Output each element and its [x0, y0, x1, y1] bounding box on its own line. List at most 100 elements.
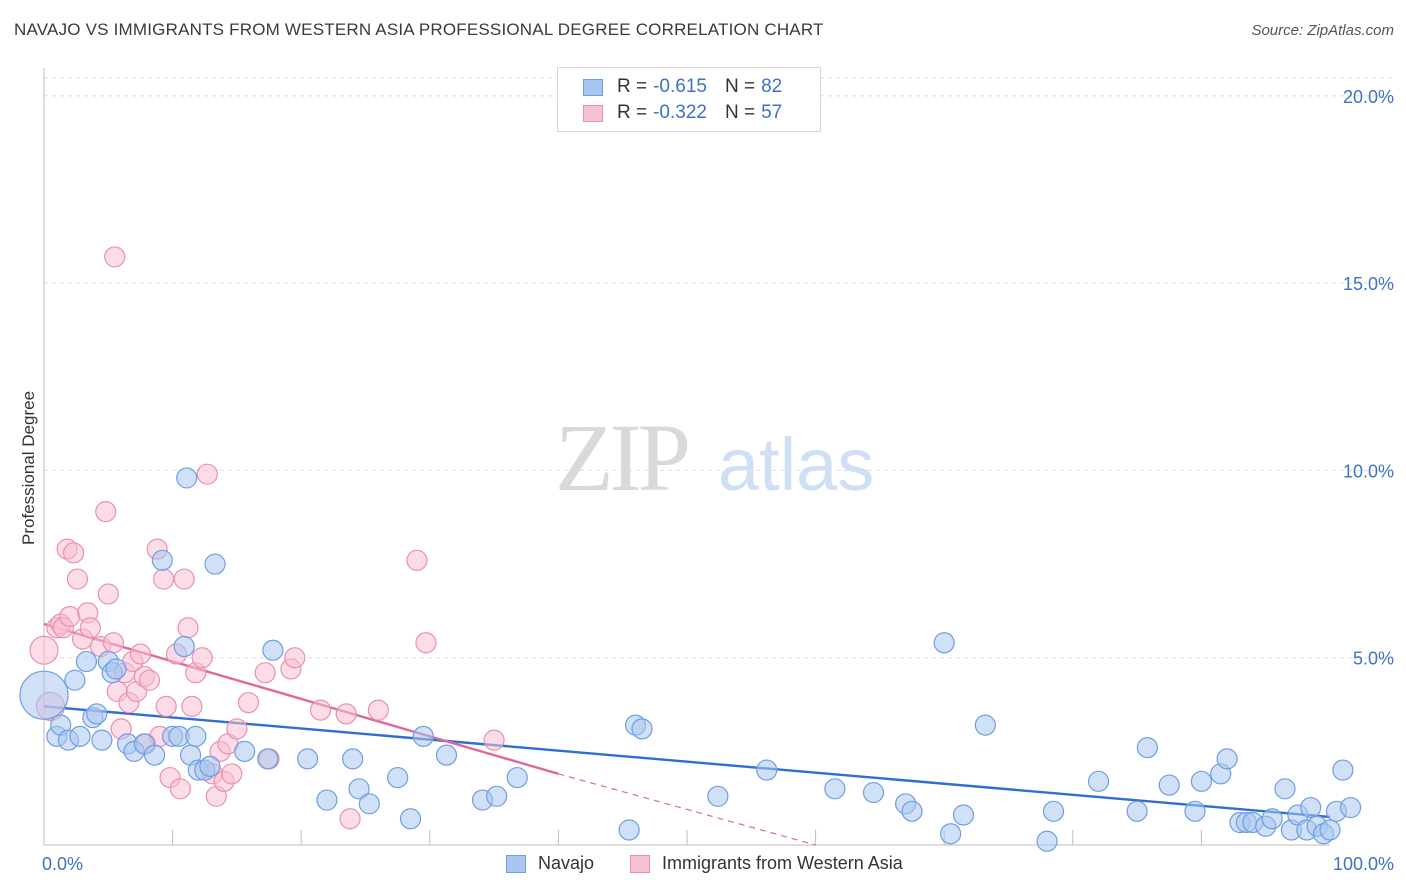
bottom-legend-swatch-navajo [506, 854, 526, 873]
western-asia-point [196, 463, 218, 485]
x-tick-label: 0.0% [42, 854, 83, 874]
navajo-point [399, 808, 422, 830]
legend-row-navajo: R = -0.615 N = 82 [583, 75, 782, 99]
navajo-point [940, 823, 962, 845]
legend-r-label: R = [617, 76, 648, 97]
watermark-atlas: atlas [718, 423, 874, 506]
navajo-point [358, 793, 380, 815]
western-asia-point [483, 729, 505, 751]
western-asia-point [181, 695, 203, 718]
navajo-point [1261, 808, 1283, 830]
western-asia-point [97, 583, 119, 605]
navajo-point [435, 744, 458, 766]
legend-n-value: 57 [761, 102, 783, 123]
navajo-point [143, 744, 166, 766]
legend-swatch-western-asia [583, 104, 603, 122]
legend-n-label: N = [724, 76, 756, 97]
trend-lines [43, 622, 1331, 846]
navajo-point [387, 766, 409, 789]
western-asia-point [173, 568, 195, 590]
bottom-legend-swatch-western-asia [630, 854, 650, 873]
tick-labels: 5.0% 10.0% 15.0% 20.0% 0.0% 100.0% [42, 87, 1394, 874]
legend-swatch-navajo [583, 78, 603, 96]
chart-title: NAVAJO VS IMMIGRANTS FROM WESTERN ASIA P… [14, 20, 824, 39]
navajo-point [105, 658, 127, 680]
navajo-point [173, 635, 195, 658]
navajo-point [1126, 800, 1148, 822]
navajo-point [1158, 774, 1180, 796]
western-asia-trendline-extension [558, 773, 816, 846]
navajo-point [486, 785, 508, 807]
western-asia-point [138, 669, 161, 691]
navajo-point [348, 778, 370, 800]
legend-r-value: -0.615 [653, 76, 707, 97]
source-label: Source: ZipAtlas.com [1251, 22, 1394, 39]
navajo-point [1300, 796, 1322, 819]
y-tick-label: 20.0% [1343, 87, 1394, 107]
western-asia-point [254, 662, 276, 684]
western-asia-point [62, 542, 85, 564]
correlation-legend: R = -0.615 N = 82 R = -0.322 N = 57 [557, 67, 821, 132]
navajo-point [297, 748, 319, 770]
y-tick-label: 5.0% [1353, 649, 1394, 669]
legend-row-western-asia: R = -0.322 N = 57 [583, 101, 782, 125]
navajo-point [974, 714, 996, 736]
western-asia-point [284, 647, 306, 669]
western-asia-point [102, 632, 125, 654]
bottom-legend-label-navajo: Navajo [538, 853, 595, 873]
navajo-point [707, 785, 729, 807]
legend-r-label: R = [617, 102, 648, 123]
y-tick-label: 15.0% [1343, 274, 1394, 294]
navajo-point [342, 748, 364, 770]
western-asia-point [169, 778, 191, 800]
western-asia-point [66, 568, 89, 590]
navajo-point [1274, 778, 1296, 800]
western-asia-point [237, 692, 260, 714]
western-asia-point [129, 643, 152, 665]
y-tick-label: 10.0% [1343, 461, 1394, 481]
data-points [19, 246, 1362, 852]
bottom-legend-label-western-asia: Immigrants from Western Asia [662, 853, 903, 873]
western-asia-point [309, 699, 332, 721]
watermark-zip: ZIP [555, 404, 688, 511]
western-asia-point [339, 808, 361, 830]
navajo-point [631, 718, 653, 740]
navajo-point [199, 755, 221, 777]
western-asia-point [29, 635, 59, 665]
western-asia-point [155, 695, 177, 718]
navajo-point [316, 789, 338, 811]
navajo-point [86, 703, 108, 725]
navajo-point [1087, 770, 1110, 792]
western-asia-point [79, 617, 101, 639]
western-asia-trendline [43, 622, 559, 775]
western-asia-point [367, 699, 389, 721]
navajo-point [234, 740, 256, 762]
western-asia-point [191, 647, 213, 669]
navajo-point [824, 778, 846, 800]
western-asia-point [226, 718, 248, 740]
legend-r-value: -0.322 [653, 102, 707, 123]
navajo-point [618, 819, 640, 841]
navajo-point [1332, 759, 1354, 781]
legend-n-value: 82 [761, 76, 783, 97]
western-asia-point [104, 246, 126, 268]
western-asia-point [415, 632, 437, 654]
western-asia-point [335, 703, 357, 725]
navajo-point [412, 725, 434, 747]
legend-n-label: N = [724, 102, 756, 123]
navajo-point [69, 725, 91, 747]
navajo-trendline [43, 705, 1331, 819]
axes [43, 68, 1330, 846]
bottom-legend-navajo: Navajo [506, 853, 594, 874]
western-asia-point [152, 568, 175, 590]
navajo-point [257, 748, 279, 770]
navajo-point [506, 766, 528, 789]
navajo-point [952, 804, 975, 826]
navajo-point [185, 725, 207, 747]
navajo-point [1184, 800, 1206, 822]
western-asia-point [95, 501, 117, 523]
navajo-point [19, 670, 69, 720]
watermark: ZIP atlas [555, 404, 874, 511]
western-asia-point [59, 605, 81, 628]
